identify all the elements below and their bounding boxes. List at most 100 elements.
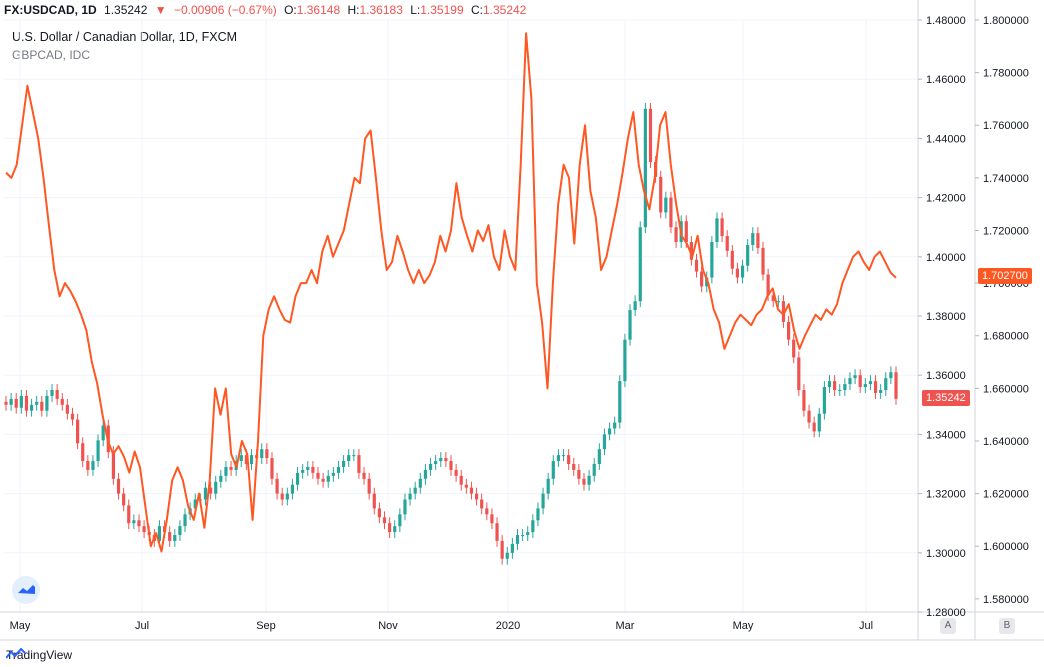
- candle-body: [807, 410, 811, 423]
- candle-body: [347, 455, 351, 462]
- candle-body: [822, 387, 826, 414]
- x-tick-label: Sep: [256, 620, 276, 632]
- candle-body: [873, 381, 878, 393]
- candle-body: [705, 277, 709, 287]
- candle-body: [848, 378, 852, 385]
- last-price: 1.35242: [104, 3, 148, 17]
- candle-body: [607, 428, 612, 435]
- y-left-tick-label: 1.28000: [926, 607, 966, 619]
- candle-body: [577, 469, 581, 479]
- candle-body: [572, 464, 576, 470]
- candle-body: [669, 197, 673, 228]
- candle-body: [710, 242, 714, 278]
- candle-body: [367, 478, 371, 494]
- candle-body: [265, 449, 269, 459]
- candle-body: [260, 449, 264, 459]
- candle-body: [377, 508, 381, 518]
- candle-body: [439, 458, 443, 462]
- candle-body: [326, 475, 330, 482]
- down-arrow-icon: ▼: [154, 3, 167, 17]
- x-tick-label: Nov: [378, 620, 398, 632]
- y-left-tick-label: 1.46000: [926, 74, 966, 86]
- candle-body: [270, 458, 274, 479]
- candle-body: [643, 108, 647, 228]
- candle-body: [868, 381, 873, 385]
- candle-body: [567, 455, 571, 464]
- tradingview-float-icon[interactable]: [12, 576, 40, 604]
- candle-body: [352, 455, 356, 457]
- y-right-tick-label: 1.720000: [983, 225, 1029, 237]
- candle-body: [203, 487, 208, 500]
- candle-body: [515, 535, 520, 544]
- candle-body: [526, 532, 530, 536]
- candle-body: [168, 532, 172, 541]
- candle-body: [700, 271, 704, 287]
- candle-body: [454, 469, 458, 476]
- candle-body: [812, 422, 816, 432]
- candle-body: [531, 520, 535, 533]
- footer-brand[interactable]: TradingView: [6, 648, 72, 662]
- candle-body: [311, 466, 315, 473]
- candle-body: [76, 419, 80, 444]
- tradingview-logo-icon: [6, 648, 26, 659]
- candle-body: [480, 499, 484, 509]
- candle-body: [464, 484, 468, 488]
- candle-body: [756, 233, 760, 248]
- candle-body: [858, 375, 862, 388]
- candle-body: [4, 401, 8, 405]
- x-tick-label: Mar: [616, 620, 635, 632]
- candle-body: [582, 478, 586, 485]
- candle-body: [521, 535, 525, 537]
- change-value: −0.00906 (−0.67%): [173, 3, 277, 17]
- candle-body: [65, 404, 69, 414]
- candle-body: [623, 339, 627, 382]
- candle-body: [495, 523, 499, 541]
- candle-body: [490, 514, 494, 524]
- candle-body: [295, 472, 300, 485]
- low-value: 1.35199: [420, 3, 464, 17]
- candle-body: [510, 543, 514, 553]
- candle-body: [137, 520, 141, 527]
- candle-body: [761, 247, 765, 275]
- candle-body: [290, 484, 295, 494]
- candle-body: [720, 218, 724, 237]
- candle-body: [35, 401, 39, 405]
- candle-body: [551, 461, 555, 479]
- candle-body: [786, 321, 791, 340]
- y-left-tick-label: 1.42000: [926, 193, 966, 205]
- candle-body: [193, 499, 197, 509]
- main-series-title[interactable]: U.S. Dollar / Canadian Dollar, 1D, FXCM: [12, 30, 238, 44]
- candle-body: [505, 552, 509, 559]
- y-right-tick-label: 1.600000: [983, 541, 1029, 553]
- candle-body: [613, 422, 617, 429]
- candle-body: [122, 493, 126, 506]
- candle-body: [838, 390, 842, 391]
- candle-body: [449, 461, 453, 470]
- candle-body: [817, 413, 821, 432]
- candle-body: [50, 390, 54, 396]
- candle-body: [208, 487, 213, 494]
- candle-body: [546, 478, 550, 494]
- y-right-tick-label: 1.780000: [983, 68, 1029, 80]
- scale-a-button[interactable]: A: [940, 618, 956, 634]
- candle-body: [393, 526, 397, 533]
- y-left-tick-label: 1.40000: [926, 252, 966, 264]
- candle-body: [219, 475, 223, 482]
- candle-body: [96, 440, 100, 462]
- candle-body: [24, 395, 29, 411]
- candle-body: [781, 301, 786, 322]
- scale-b-button[interactable]: B: [999, 618, 1015, 634]
- candle-body: [101, 425, 105, 441]
- candle-body: [321, 478, 325, 482]
- close-value: 1.35242: [482, 3, 527, 17]
- candle-body: [740, 265, 745, 278]
- open-value: 1.36148: [296, 3, 341, 17]
- candle-body: [413, 487, 417, 494]
- compare-series-title[interactable]: GBPCAD, IDC: [12, 48, 91, 62]
- candle-body: [827, 381, 832, 388]
- symbol-label[interactable]: FX:USDCAD, 1D: [4, 3, 97, 17]
- candle-body: [633, 301, 637, 311]
- candle-body: [239, 455, 243, 462]
- candle-body: [178, 526, 182, 536]
